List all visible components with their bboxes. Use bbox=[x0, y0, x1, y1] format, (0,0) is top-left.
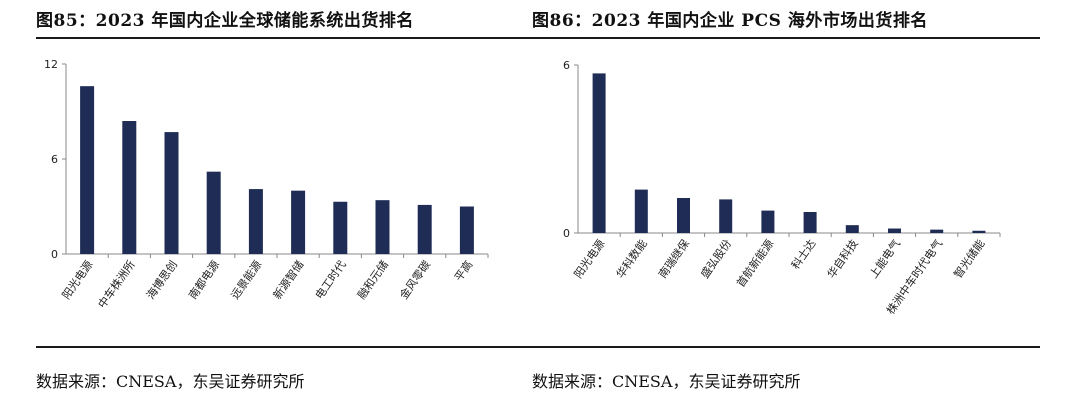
y-tick-label: 0 bbox=[51, 248, 58, 261]
bar-7 bbox=[333, 201, 348, 254]
category-label: 华科数能 bbox=[613, 237, 650, 281]
bar-6 bbox=[291, 190, 306, 254]
bar-1 bbox=[592, 73, 606, 234]
figure-86-source: 数据来源：CNESA，东吴证券研究所 bbox=[532, 372, 801, 391]
bar-1 bbox=[80, 86, 95, 254]
category-label: 海博思创 bbox=[143, 258, 180, 302]
bar-9 bbox=[930, 229, 944, 233]
category-label: 智光储能 bbox=[951, 237, 988, 281]
y-tick-label: 6 bbox=[51, 153, 58, 166]
figure-85-source: 数据来源：CNESA，东吴证券研究所 bbox=[36, 372, 305, 391]
bar-2 bbox=[122, 121, 137, 254]
category-label: 科士达 bbox=[788, 237, 818, 272]
category-label: 首航新能源 bbox=[733, 237, 776, 290]
title-rule bbox=[520, 37, 1040, 39]
y-tick-label: 0 bbox=[563, 227, 570, 240]
bar-9 bbox=[417, 204, 432, 254]
bar-10 bbox=[972, 230, 986, 233]
left-figure-panel: 图85：2023 年国内企业全球储能系统出货排名 0 6 12 阳光电源 中车株洲所 海博… bbox=[0, 0, 520, 405]
source-rule bbox=[36, 346, 520, 348]
category-label: 新源智储 bbox=[270, 258, 307, 302]
category-label: 华自科技 bbox=[824, 237, 861, 281]
y-tick-label: 6 bbox=[563, 59, 570, 72]
bar-2 bbox=[634, 189, 648, 233]
category-label: 中车株洲所 bbox=[95, 258, 138, 311]
category-label: 阳光电源 bbox=[59, 258, 96, 302]
figure-85-title: 图85：2023 年国内企业全球储能系统出货排名 bbox=[36, 11, 414, 31]
bar-4 bbox=[719, 199, 733, 233]
right-figure-panel: 图86：2023 年国内企业 PCS 海外市场出货排名 0 6 阳光电源 华科数能 南瑞… bbox=[520, 0, 1080, 405]
category-label: 南都电源 bbox=[185, 258, 222, 302]
category-label: 远景能源 bbox=[228, 258, 265, 302]
bar-3 bbox=[677, 198, 690, 233]
title-rule bbox=[36, 37, 520, 39]
bar-5 bbox=[761, 210, 775, 233]
bar-3 bbox=[164, 132, 179, 254]
bar-8 bbox=[375, 200, 390, 254]
plot-area: 0 6 12 阳光电源 中车株洲所 海博思创 南都电源 远景能源 新源智储 电工时代 融和元储 金风零… bbox=[44, 58, 489, 311]
source-rule bbox=[520, 346, 1040, 348]
bar-10 bbox=[459, 206, 474, 254]
y-tick-label: 12 bbox=[44, 58, 58, 71]
category-label: 上能电气 bbox=[866, 237, 903, 281]
storage-shipments-bar-chart: 0 6 12 阳光电源 中车株洲所 海博思创 南都电源 远景能源 新源智储 电工时代 融和元储 金风零… bbox=[44, 58, 489, 311]
bar-7 bbox=[845, 225, 859, 233]
bar-6 bbox=[803, 212, 817, 233]
bar-5 bbox=[248, 189, 263, 254]
category-label: 盛弘股份 bbox=[697, 237, 734, 281]
bar-4 bbox=[206, 171, 221, 254]
category-label: 电工时代 bbox=[313, 258, 349, 301]
bar-8 bbox=[888, 228, 901, 233]
category-label: 南瑞继保 bbox=[655, 237, 692, 281]
category-label: 融和元储 bbox=[354, 258, 391, 302]
figure-86-title: 图86：2023 年国内企业 PCS 海外市场出货排名 bbox=[532, 11, 928, 31]
category-label: 平高 bbox=[451, 258, 475, 284]
category-label: 阳光电源 bbox=[571, 237, 608, 281]
category-label: 金风零碳 bbox=[396, 258, 433, 302]
